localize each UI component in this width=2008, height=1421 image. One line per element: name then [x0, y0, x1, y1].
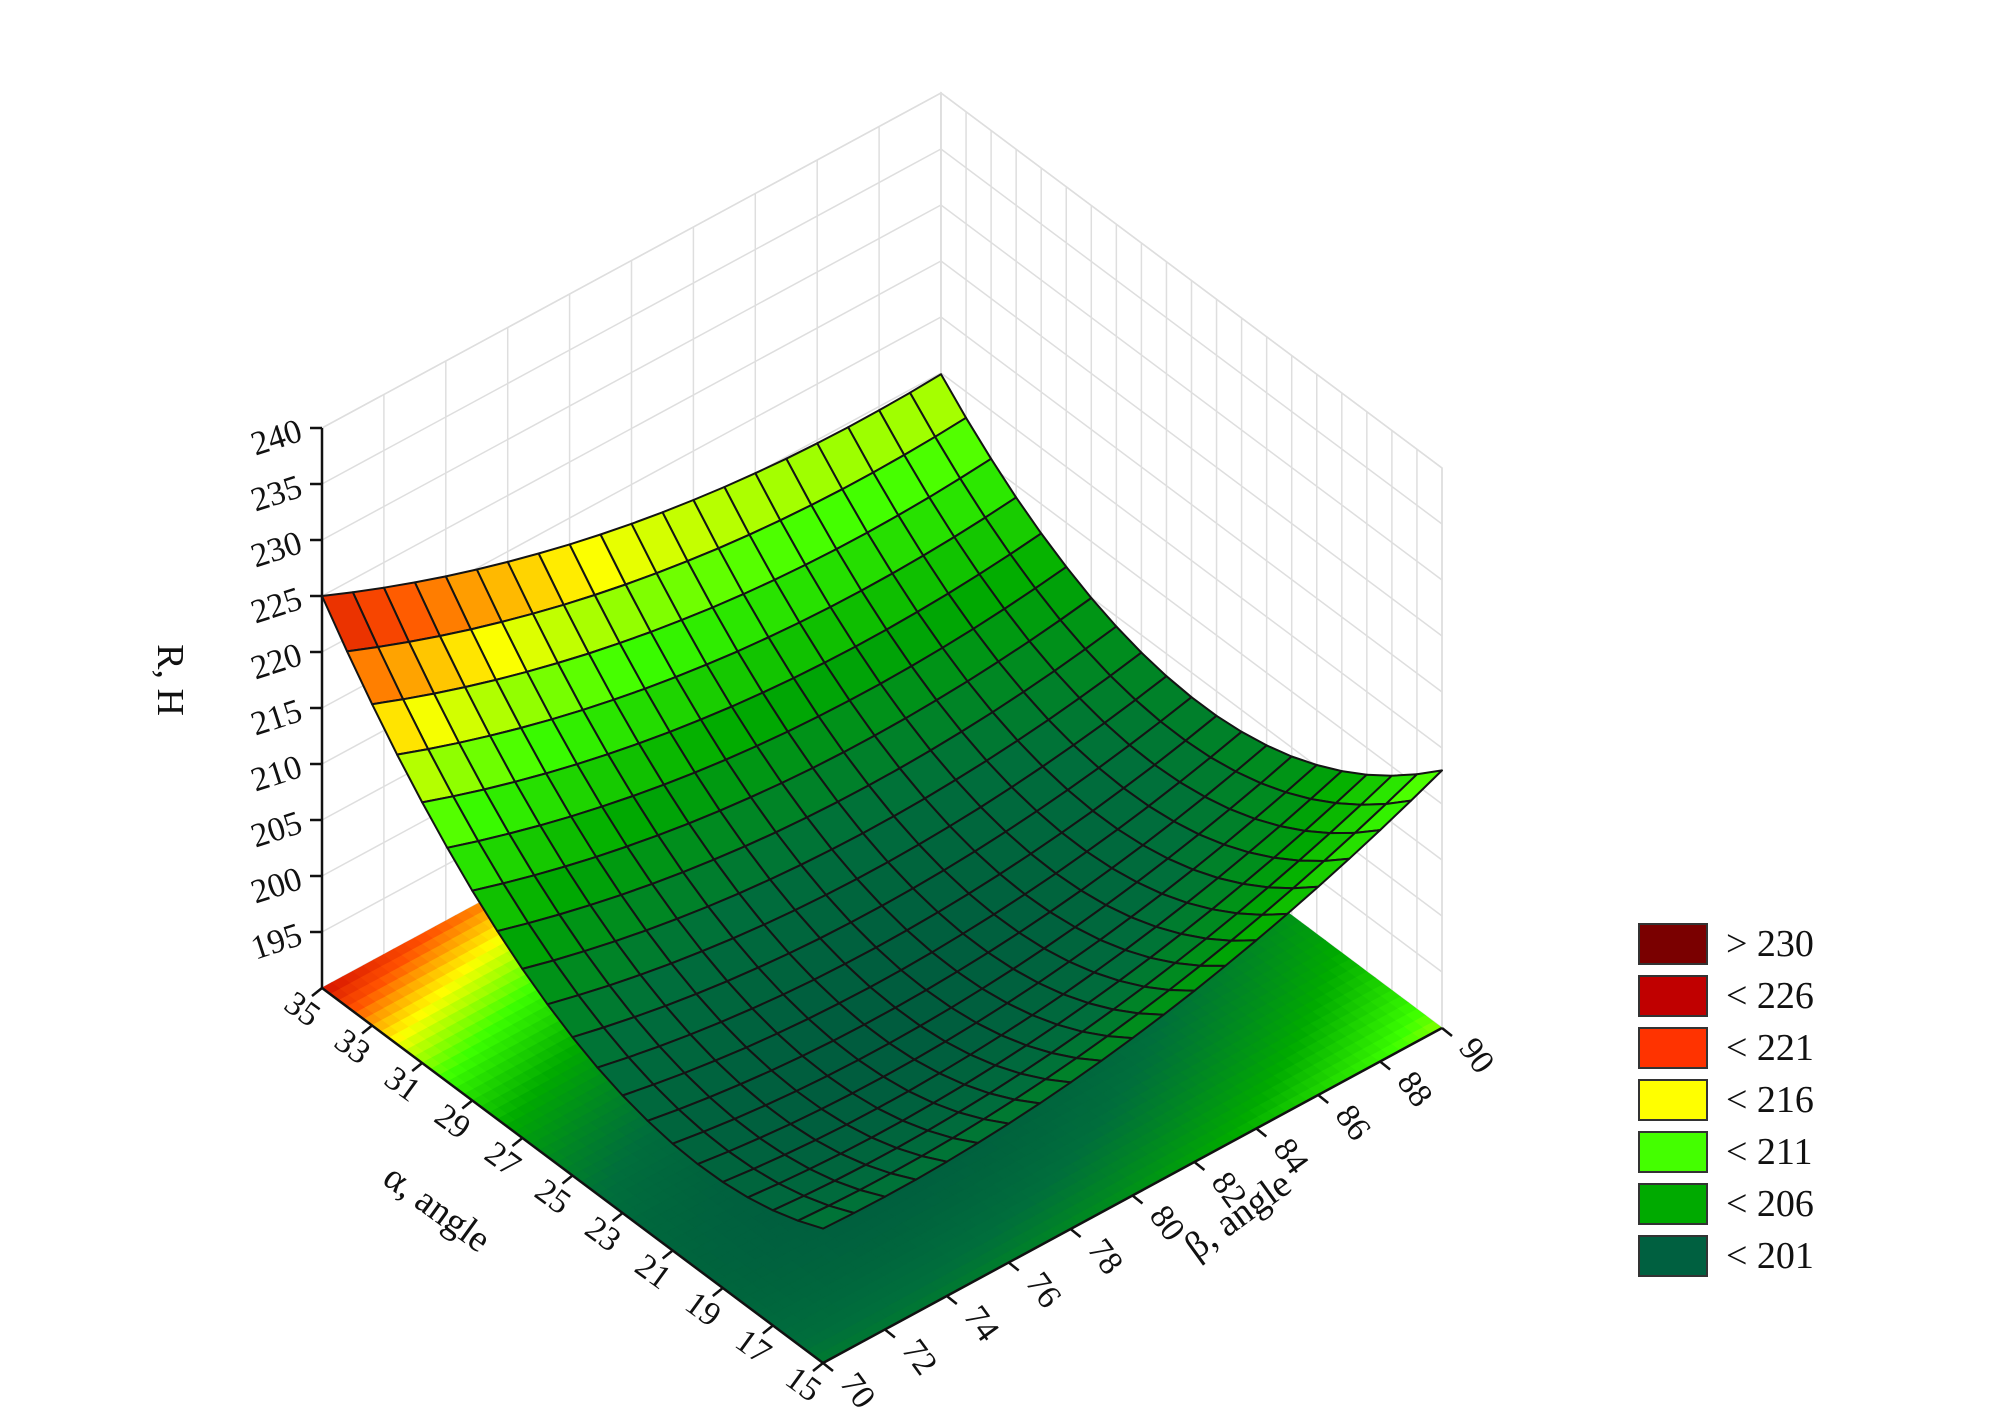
y-tick-label: 88 — [1390, 1065, 1440, 1114]
y-tick-mark — [1441, 1027, 1453, 1037]
legend-entry: < 201 — [1638, 1230, 1814, 1282]
legend-swatch — [1638, 1079, 1708, 1121]
y-tick-mark — [1069, 1228, 1082, 1238]
legend-swatch — [1638, 1235, 1708, 1277]
x-tick-label: 35 — [278, 985, 327, 1035]
z-tick-label: 235 — [247, 468, 307, 519]
legend-label: < 211 — [1726, 1131, 1813, 1173]
z-tick-label: 200 — [247, 860, 307, 911]
y-tick-label: 72 — [894, 1333, 944, 1382]
legend-label: < 206 — [1726, 1183, 1814, 1225]
x-axis-label: α, angle — [376, 1156, 499, 1261]
z-axis-label: R, H — [149, 644, 191, 716]
z-tick-label: 225 — [247, 580, 307, 631]
legend-label: > 230 — [1726, 923, 1814, 965]
x-tick-label: 19 — [678, 1285, 727, 1335]
x-tick-mark — [461, 1099, 474, 1110]
x-tick-mark — [812, 1362, 824, 1372]
y-tick-label: 90 — [1452, 1031, 1502, 1080]
x-tick-label: 15 — [779, 1360, 828, 1410]
legend-swatch — [1638, 923, 1708, 965]
z-tick-label: 210 — [247, 748, 307, 799]
y-tick-mark — [1317, 1094, 1329, 1104]
surface-mesh — [321, 373, 1443, 1230]
z-tick-label: 240 — [247, 412, 307, 463]
x-tick-label: 17 — [728, 1322, 777, 1372]
x-tick-label: 31 — [378, 1060, 427, 1110]
y-tick-mark — [1255, 1127, 1268, 1138]
legend-label: < 201 — [1726, 1235, 1814, 1277]
legend-swatch — [1638, 1131, 1708, 1173]
x-tick-mark — [661, 1249, 674, 1260]
y-tick-label: 78 — [1080, 1232, 1130, 1281]
x-tick-label: 33 — [328, 1022, 377, 1072]
z-tick-label: 205 — [247, 804, 307, 855]
y-tick-mark — [1131, 1194, 1144, 1205]
y-tick-label: 74 — [956, 1299, 1006, 1348]
y-tick-mark — [946, 1295, 958, 1305]
x-tick-label: 27 — [478, 1135, 527, 1185]
legend-entry: > 230 — [1638, 918, 1814, 970]
y-tick-label: 70 — [833, 1366, 883, 1415]
z-tick-label: 195 — [247, 916, 307, 967]
x-tick-label: 29 — [428, 1097, 477, 1147]
x-tick-label: 25 — [528, 1172, 577, 1222]
y-tick-label: 76 — [1018, 1266, 1068, 1315]
x-tick-mark — [611, 1212, 624, 1222]
x-tick-mark — [561, 1174, 574, 1185]
x-tick-mark — [311, 987, 323, 997]
x-tick-mark — [712, 1287, 724, 1297]
y-tick-label: 86 — [1328, 1098, 1378, 1147]
z-tick-label: 230 — [247, 524, 307, 575]
legend-swatch — [1638, 1027, 1708, 1069]
legend-swatch — [1638, 975, 1708, 1017]
z-tick-label: 215 — [247, 692, 307, 743]
legend-entry: < 221 — [1638, 1022, 1814, 1074]
legend-entry: < 211 — [1638, 1126, 1814, 1178]
x-tick-mark — [361, 1024, 373, 1035]
y-tick-mark — [884, 1328, 896, 1339]
legend-entry: < 216 — [1638, 1074, 1814, 1126]
y-tick-mark — [822, 1362, 834, 1372]
legend-entry: < 206 — [1638, 1178, 1814, 1230]
legend-label: < 221 — [1726, 1027, 1814, 1069]
x-tick-label: 21 — [628, 1247, 677, 1297]
x-tick-mark — [411, 1062, 423, 1072]
x-tick-label: 23 — [578, 1210, 627, 1260]
x-tick-mark — [762, 1324, 774, 1335]
legend-swatch — [1638, 1183, 1708, 1225]
surface-cell — [797, 1204, 855, 1230]
y-tick-mark — [1193, 1161, 1206, 1171]
z-tick-label: 220 — [247, 636, 307, 687]
legend-label: < 226 — [1726, 975, 1814, 1017]
y-tick-mark — [1007, 1261, 1020, 1272]
legend-entry: < 226 — [1638, 970, 1814, 1022]
legend: > 230 < 226 < 221 < 216 < 211 < 206 < 201 — [1638, 918, 1814, 1282]
x-tick-mark — [511, 1137, 524, 1147]
y-tick-mark — [1379, 1060, 1391, 1071]
legend-label: < 216 — [1726, 1079, 1814, 1121]
